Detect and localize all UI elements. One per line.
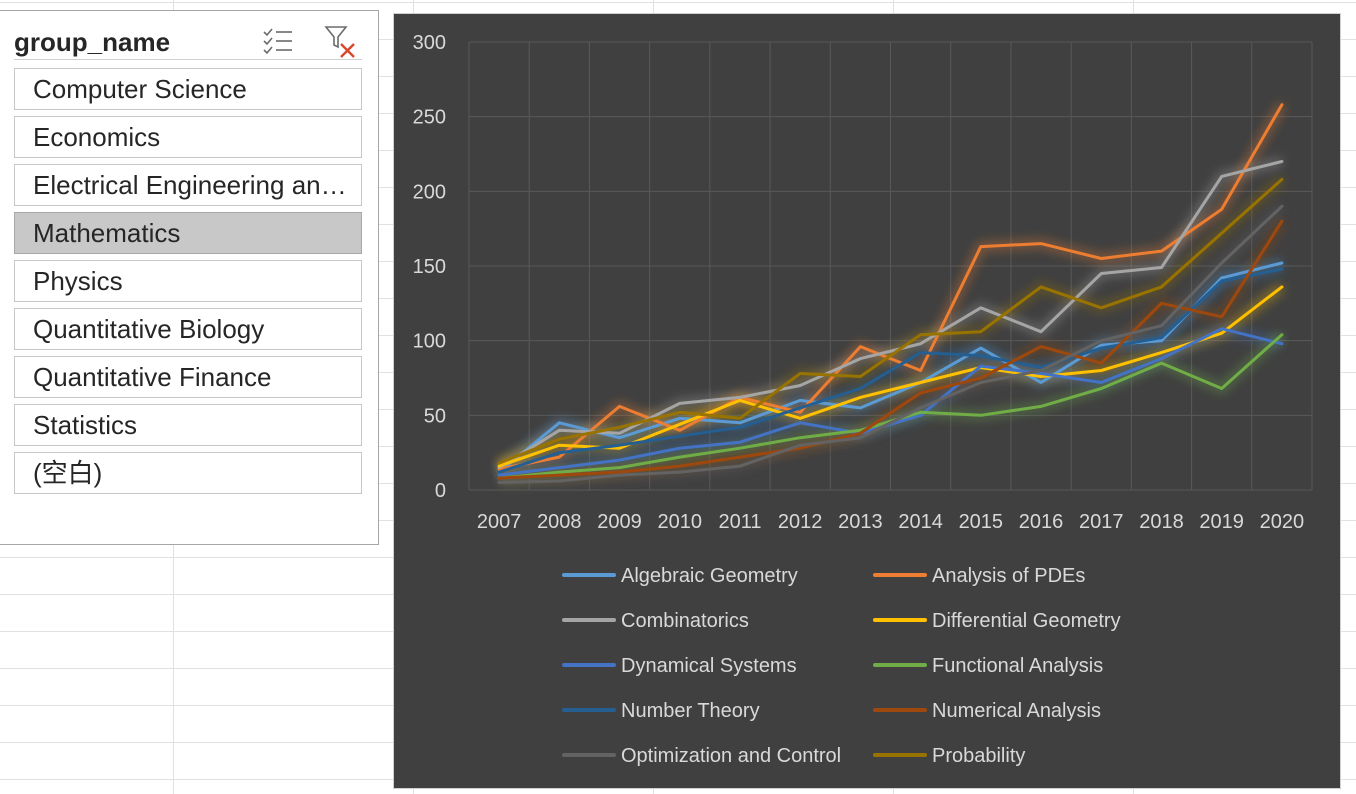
legend-entry[interactable]: Optimization and Control xyxy=(621,745,841,767)
series-line-2[interactable] xyxy=(497,160,1284,470)
legend-entry[interactable]: Functional Analysis xyxy=(932,655,1103,677)
x-tick-label: 2008 xyxy=(537,511,582,533)
line-chart[interactable]: 0 50 100 150 200 250 300 2007 2008 2009 2010 2011 2… xyxy=(393,13,1341,789)
y-tick-label: 150 xyxy=(413,256,446,278)
y-tick-label: 0 xyxy=(435,480,446,502)
x-tick-label: 2007 xyxy=(477,511,522,533)
series-line-6[interactable] xyxy=(497,267,1284,474)
slicer-item[interactable]: Quantitative Finance xyxy=(14,356,362,398)
slicer-title: group_name xyxy=(14,27,171,57)
y-tick-label: 200 xyxy=(413,181,446,203)
legend-entry[interactable]: Number Theory xyxy=(621,700,760,722)
slicer-header: group_name xyxy=(14,19,362,60)
x-tick-label: 2020 xyxy=(1260,511,1305,533)
clear-filter-icon[interactable] xyxy=(324,25,358,59)
legend: Algebraic Geometry Analysis of PDEs Combin… xyxy=(562,565,1121,767)
legend-entry[interactable]: Numerical Analysis xyxy=(932,700,1101,722)
slicer-item[interactable]: (空白) xyxy=(14,452,362,494)
x-tick-label: 2014 xyxy=(898,511,943,533)
legend-entry[interactable]: Dynamical Systems xyxy=(621,655,797,677)
y-tick-label: 300 xyxy=(413,32,446,54)
slicer-item[interactable]: Physics xyxy=(14,260,362,302)
slicer-item[interactable]: Economics xyxy=(14,116,362,158)
x-axis: 2007 2008 2009 2010 2011 2012 2013 2014 2015 2016… xyxy=(477,511,1304,533)
series-line-1[interactable] xyxy=(497,103,1284,471)
slicer-item[interactable]: Mathematics xyxy=(14,212,362,254)
y-tick-label: 250 xyxy=(413,107,446,129)
slicer-item[interactable]: Computer Science xyxy=(14,68,362,110)
series-lines xyxy=(497,103,1284,484)
x-tick-label: 2009 xyxy=(597,511,642,533)
series-line-8[interactable] xyxy=(497,204,1284,484)
y-tick-label: 100 xyxy=(413,331,446,353)
slicer-item[interactable]: Electrical Engineering and Systems Scien… xyxy=(14,164,362,206)
x-tick-label: 2012 xyxy=(778,511,823,533)
multi-select-icon[interactable] xyxy=(262,27,294,55)
legend-entry[interactable]: Combinatorics xyxy=(621,610,749,632)
x-tick-label: 2011 xyxy=(718,511,761,533)
series-line-0[interactable] xyxy=(497,261,1284,474)
x-tick-label: 2017 xyxy=(1079,511,1124,533)
legend-entry[interactable]: Differential Geometry xyxy=(932,610,1121,632)
slicer-item-list: Computer Science Economics Electrical Engi… xyxy=(14,68,362,500)
x-tick-label: 2018 xyxy=(1139,511,1184,533)
y-tick-label: 50 xyxy=(424,405,446,427)
legend-entry[interactable]: Analysis of PDEs xyxy=(932,565,1085,587)
x-tick-label: 2019 xyxy=(1199,511,1244,533)
y-axis: 0 50 100 150 200 250 300 xyxy=(413,32,446,502)
slicer-item[interactable]: Statistics xyxy=(14,404,362,446)
x-tick-label: 2013 xyxy=(838,511,883,533)
series-line-7[interactable] xyxy=(497,219,1284,480)
legend-entry[interactable]: Probability xyxy=(932,745,1025,767)
series-line-9[interactable] xyxy=(497,177,1284,465)
x-tick-label: 2010 xyxy=(658,511,703,533)
slicer-item[interactable]: Quantitative Biology xyxy=(14,308,362,350)
x-tick-label: 2015 xyxy=(959,511,1004,533)
group-name-slicer: group_name Computer Science Economics Elec… xyxy=(0,10,379,545)
legend-entry[interactable]: Algebraic Geometry xyxy=(621,565,798,587)
x-tick-label: 2016 xyxy=(1019,511,1063,533)
